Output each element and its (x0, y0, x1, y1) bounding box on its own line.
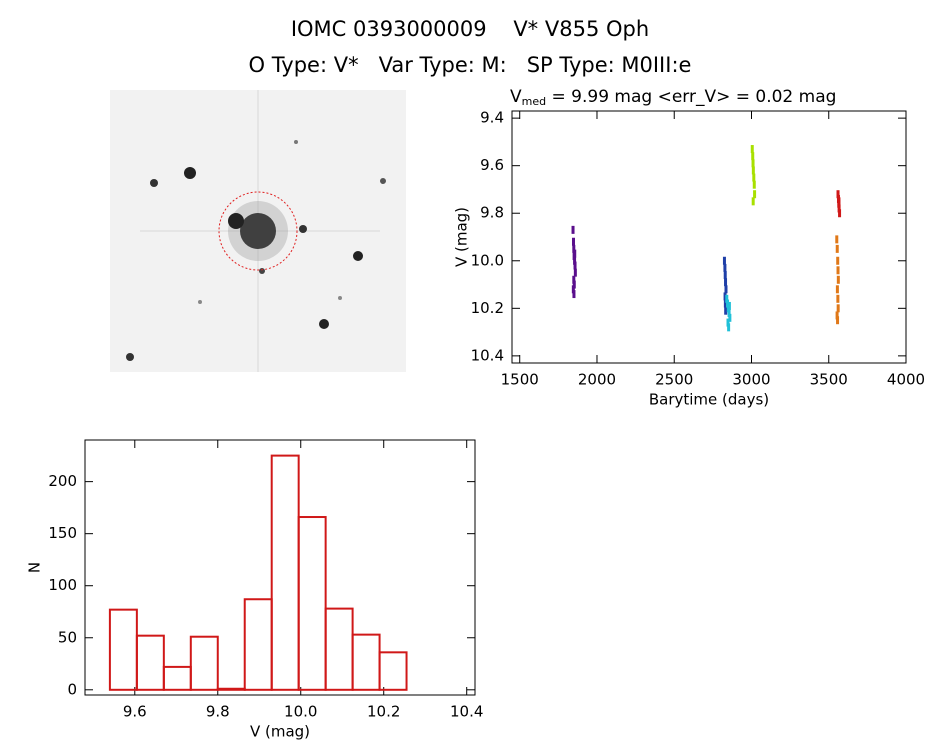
bar (162, 665, 192, 691)
y-tick-label: 200 (48, 472, 77, 490)
point (724, 306, 728, 315)
point (751, 152, 755, 161)
point (836, 316, 840, 325)
bar (216, 687, 246, 691)
title: IOMC 0393000009 V* V855 Oph (291, 17, 649, 41)
y-tick-label: 0 (67, 680, 77, 698)
subtitle: O Type: V* Var Type: M: SP Type: M0III:e (249, 53, 692, 77)
point (835, 235, 839, 244)
point (838, 209, 842, 218)
point (727, 309, 731, 318)
x-tick-label: 9.6 (123, 703, 147, 721)
point (723, 299, 727, 308)
y-axis-label: V (mag) (453, 207, 471, 267)
bar (189, 635, 219, 691)
bar (243, 598, 273, 691)
star-image (110, 90, 406, 372)
point (726, 318, 730, 327)
x-tick-label: 2000 (578, 371, 616, 389)
bar (135, 634, 165, 691)
x-tick-label: 4000 (887, 371, 925, 389)
point (836, 304, 840, 313)
point (572, 290, 576, 299)
y-tick-label: 10.4 (471, 346, 504, 364)
point (836, 266, 840, 275)
point (722, 256, 726, 265)
title-sub: med (522, 95, 546, 108)
x-axis-label: Barytime (days) (649, 391, 769, 409)
point (727, 323, 731, 332)
bar (270, 454, 300, 691)
point (835, 285, 839, 294)
y-tick-label: 9.8 (480, 204, 504, 222)
point (572, 244, 576, 253)
point (752, 180, 756, 189)
point (753, 190, 757, 199)
y-axis-label: N (26, 562, 44, 573)
bar (324, 607, 354, 691)
point (573, 249, 577, 258)
y-tick-label: 9.6 (480, 156, 504, 174)
x-tick-label: 10.2 (367, 703, 400, 721)
point (752, 173, 756, 182)
point (835, 311, 839, 320)
y-tick-label: 10.2 (471, 299, 504, 317)
title-rest: = 9.99 mag <err_V> = 0.02 mag (546, 87, 836, 107)
point (728, 313, 732, 322)
point (723, 271, 727, 280)
point (571, 285, 575, 294)
point (571, 225, 575, 234)
point (726, 299, 730, 308)
x-tick-label: 10.0 (284, 703, 317, 721)
point (572, 280, 576, 289)
point (727, 301, 731, 310)
point (724, 285, 728, 294)
y-tick-label: 50 (58, 628, 77, 646)
point (573, 261, 577, 270)
x-axis-label: V (mag) (250, 723, 310, 741)
point (572, 275, 576, 284)
point (750, 145, 754, 154)
point (724, 278, 728, 287)
point (573, 256, 577, 265)
y-tick-label: 10.0 (471, 251, 504, 269)
point (835, 244, 839, 253)
chart-title: Vmed = 9.99 mag <err_V> = 0.02 mag (510, 87, 836, 108)
point (836, 275, 840, 284)
point (725, 294, 729, 303)
y-tick-label: 9.4 (480, 109, 504, 127)
point (723, 292, 727, 301)
point (837, 204, 841, 213)
point (837, 197, 841, 206)
point (751, 166, 755, 175)
point (571, 237, 575, 246)
bar (297, 516, 327, 691)
point (751, 197, 755, 206)
x-tick-label: 3500 (810, 371, 848, 389)
x-tick-label: 2500 (655, 371, 693, 389)
title-main: V (510, 87, 522, 107)
x-tick-label: 10.4 (450, 703, 483, 721)
y-tick-label: 100 (48, 576, 77, 594)
y-tick-label: 150 (48, 524, 77, 542)
x-tick-label: 1500 (501, 371, 539, 389)
x-tick-label: 3000 (732, 371, 770, 389)
plot-frame (511, 110, 907, 364)
bar (351, 633, 381, 691)
x-tick-label: 9.8 (206, 703, 230, 721)
bar (378, 651, 408, 691)
point (573, 268, 577, 277)
plot-frame (84, 439, 476, 696)
point (836, 190, 840, 199)
point (836, 256, 840, 265)
point (723, 263, 727, 272)
point (751, 159, 755, 168)
point (836, 294, 840, 303)
bar (108, 608, 138, 691)
